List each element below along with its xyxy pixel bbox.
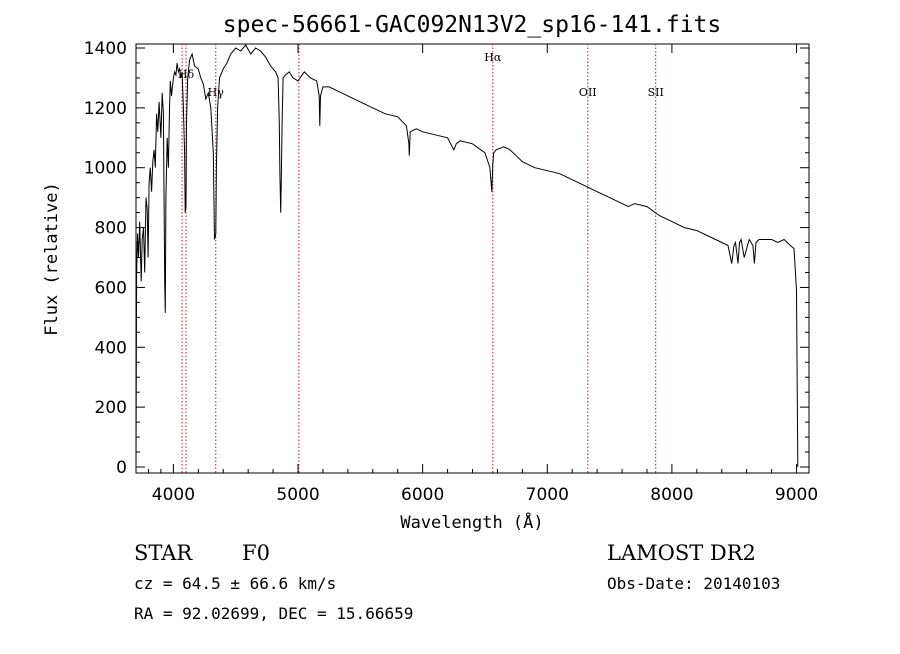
x-tick-label: 4000 [152,485,195,505]
redshift-info: cz = 64.5 ± 66.6 km/s [134,574,336,593]
y-tick-label: 0 [116,458,127,478]
x-axis-label: Wavelength (Å) [400,511,543,533]
y-tick-label: 1400 [84,39,127,59]
line-marker-label: Hγ [208,86,225,99]
y-tick-label: 1200 [84,99,127,119]
x-axis-ticks: 4000 5000 6000 7000 8000 9000 [147,44,818,505]
plot-frame [135,43,810,474]
y-tick-label: 1000 [84,159,127,179]
spectral-subclass: F0 [242,541,270,565]
survey-name: LAMOST DR2 [607,541,756,565]
x-tick-label: 5000 [276,485,319,505]
x-tick-label: 6000 [401,485,444,505]
line-marker-label: OII [579,86,597,99]
y-tick-label: 200 [95,398,127,418]
line-marker-label: SII [648,86,664,99]
y-tick-label: 400 [95,338,127,358]
x-tick-label: 8000 [650,485,693,505]
coordinates: RA = 92.02699, DEC = 15.66659 [134,604,413,623]
object-type: STAR [134,541,193,565]
y-tick-label: 800 [95,219,127,239]
y-axis-label: Flux (relative) [42,182,62,336]
x-tick-label: 7000 [526,485,569,505]
x-tick-label: 9000 [775,485,818,505]
y-tick-label: 600 [95,278,127,298]
line-marker-label: Hα [484,51,502,64]
series-line [135,44,799,468]
obs-date: Obs-Date: 20140103 [607,574,780,593]
chart-title: spec-56661-GAC092N13V2_sp16-141.fits [223,12,722,38]
y-axis-ticks: 0 200 400 600 800 1000 1200 1400 [84,39,809,478]
